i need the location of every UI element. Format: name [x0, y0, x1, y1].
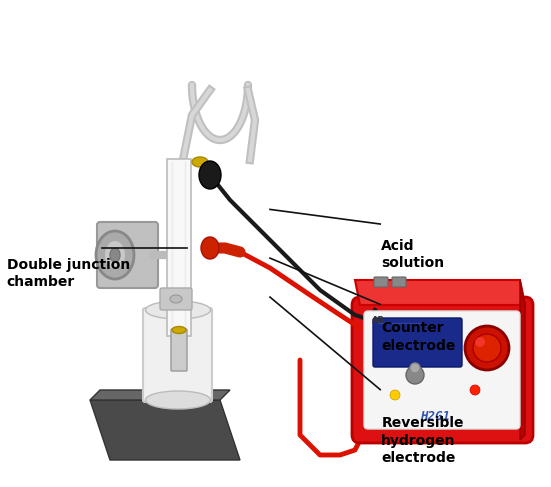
Ellipse shape [96, 231, 134, 279]
Text: Counter
electrode: Counter electrode [381, 321, 456, 353]
Ellipse shape [104, 240, 126, 270]
Polygon shape [90, 390, 230, 400]
Ellipse shape [192, 157, 208, 167]
FancyBboxPatch shape [171, 329, 187, 371]
Ellipse shape [145, 301, 210, 319]
FancyBboxPatch shape [373, 318, 462, 367]
Circle shape [410, 363, 420, 373]
FancyBboxPatch shape [160, 288, 192, 310]
FancyBboxPatch shape [97, 222, 158, 288]
Ellipse shape [199, 161, 221, 189]
FancyBboxPatch shape [352, 297, 533, 443]
Text: H2G1: H2G1 [420, 410, 450, 423]
Circle shape [465, 326, 509, 370]
Text: Reversible
hydrogen
electrode: Reversible hydrogen electrode [381, 416, 464, 465]
Ellipse shape [172, 326, 186, 334]
Ellipse shape [201, 237, 219, 259]
FancyBboxPatch shape [374, 277, 388, 287]
Text: Double junction
chamber: Double junction chamber [7, 258, 130, 289]
Polygon shape [355, 280, 525, 305]
Circle shape [406, 366, 424, 384]
FancyBboxPatch shape [364, 311, 520, 429]
Ellipse shape [110, 248, 120, 262]
FancyBboxPatch shape [143, 308, 212, 402]
Polygon shape [90, 400, 240, 460]
Ellipse shape [170, 295, 182, 303]
Circle shape [475, 337, 485, 347]
Circle shape [470, 385, 480, 395]
Text: AB: AB [372, 316, 385, 325]
Circle shape [473, 334, 501, 362]
Text: Acid
solution: Acid solution [381, 239, 445, 270]
Polygon shape [520, 280, 525, 440]
FancyBboxPatch shape [167, 159, 191, 336]
FancyBboxPatch shape [392, 277, 406, 287]
Circle shape [390, 390, 400, 400]
Ellipse shape [145, 391, 210, 409]
